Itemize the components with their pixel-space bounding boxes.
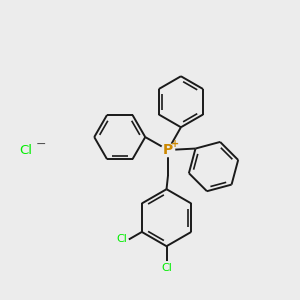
- Text: Cl: Cl: [116, 234, 128, 244]
- Text: P: P: [163, 143, 173, 157]
- Text: +: +: [170, 139, 179, 149]
- Text: Cl: Cl: [20, 143, 32, 157]
- Circle shape: [161, 143, 175, 157]
- Text: −: −: [36, 137, 46, 151]
- Text: Cl: Cl: [161, 263, 172, 273]
